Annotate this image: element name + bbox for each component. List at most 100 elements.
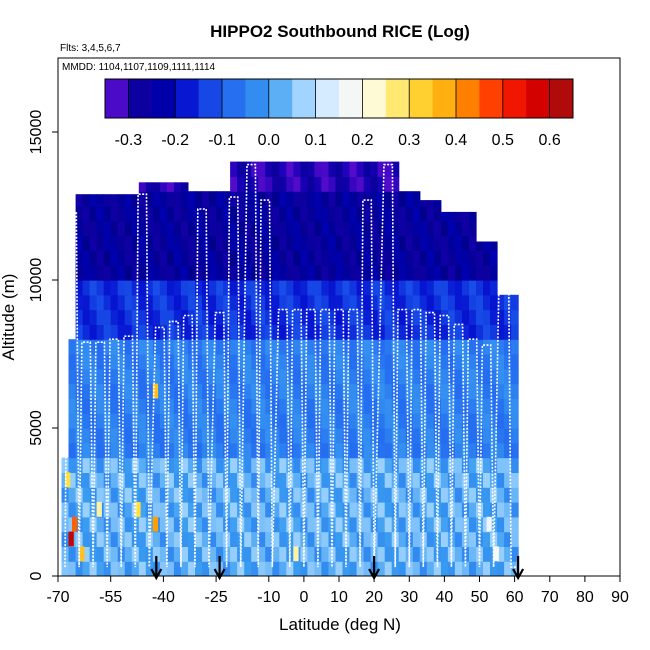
heatmap-cell <box>504 324 512 340</box>
heatmap-cell <box>82 428 91 444</box>
heatmap-cell <box>173 220 182 237</box>
heatmap-cell <box>398 250 407 266</box>
heatmap-cell <box>398 191 407 207</box>
heatmap-cell <box>335 487 344 503</box>
heatmap-cell <box>173 280 182 296</box>
heatmap-cell <box>272 191 280 207</box>
heatmap-cell <box>117 442 126 459</box>
heatmap-cell <box>110 324 119 340</box>
heatmap-cell <box>230 235 238 251</box>
heatmap-cell <box>223 561 231 576</box>
heatmap-cell <box>237 280 245 296</box>
heatmap-cell <box>216 428 224 444</box>
heatmap-cell <box>511 561 519 576</box>
heatmap-cell <box>82 265 91 281</box>
heatmap-cell <box>440 516 449 533</box>
heatmap-cell <box>195 398 203 414</box>
heatmap-cell <box>173 250 182 266</box>
heatmap-cell <box>293 265 301 281</box>
heatmap-cell <box>363 354 372 370</box>
heatmap-cell <box>96 516 105 533</box>
heatmap-cell <box>89 428 98 444</box>
heatmap-cell <box>145 368 154 385</box>
heatmap-cell <box>342 398 351 414</box>
date-marker-arrowhead <box>213 568 226 581</box>
heatmap-cell <box>145 235 154 251</box>
heatmap-cell <box>223 280 231 296</box>
heatmap-cell <box>300 176 308 192</box>
heatmap-cell <box>321 324 329 340</box>
heatmap-cell <box>398 324 407 340</box>
heatmap-cell <box>454 502 463 518</box>
heatmap-cell <box>216 250 224 266</box>
heatmap-cell <box>419 442 428 459</box>
heatmap-cell <box>433 457 442 473</box>
heatmap-cell <box>75 265 84 281</box>
heatmap-cell <box>412 235 421 251</box>
heatmap-cell <box>440 487 449 503</box>
heatmap-cell <box>237 428 245 444</box>
heatmap-cell <box>483 294 491 311</box>
heatmap-cell <box>433 265 442 281</box>
heatmap-cell <box>244 265 252 281</box>
heatmap-cell <box>188 516 196 533</box>
heatmap-cell <box>476 428 484 444</box>
heatmap-cell <box>356 413 365 429</box>
heatmap-cell <box>398 516 407 533</box>
heatmap-cell <box>419 339 428 355</box>
heatmap-cell <box>124 250 133 266</box>
colorbar-segment <box>268 79 293 118</box>
heatmap-cell <box>469 472 477 488</box>
heatmap-cell <box>384 265 393 281</box>
heatmap-cell <box>110 472 119 488</box>
heatmap-cell <box>447 398 456 414</box>
heatmap-cell <box>384 487 393 503</box>
heatmap-cell <box>377 398 386 414</box>
heatmap-cell <box>363 368 372 385</box>
heatmap-cell <box>96 383 105 399</box>
heatmap-cell <box>461 383 470 399</box>
heatmap-cell <box>103 428 112 444</box>
heatmap-cell <box>89 383 98 399</box>
heatmap-cell <box>279 546 287 562</box>
heatmap-cell <box>363 457 372 473</box>
heatmap-cell <box>476 457 484 473</box>
heatmap-cell <box>272 368 280 385</box>
heatmap-cell <box>251 502 259 518</box>
heatmap-cell <box>279 428 287 444</box>
heatmap-cell <box>258 442 266 459</box>
heatmap-cell <box>180 428 189 444</box>
heatmap-cell <box>384 516 393 533</box>
heatmap-cell <box>335 442 344 459</box>
heatmap-cell <box>398 502 407 518</box>
heatmap-cell <box>398 265 407 281</box>
heatmap-cell <box>483 413 491 429</box>
heatmap-cell <box>314 428 322 444</box>
heatmap-cell <box>110 561 119 576</box>
heatmap-cell <box>202 383 210 399</box>
heatmap-cell <box>314 368 322 385</box>
heatmap-cell <box>82 354 91 370</box>
heatmap-cell <box>152 235 161 251</box>
heatmap-cell <box>412 354 421 370</box>
heatmap-cell <box>511 383 519 399</box>
heatmap-cell <box>511 442 519 459</box>
heatmap-cell <box>117 561 126 576</box>
heatmap-cell <box>454 531 463 547</box>
heatmap-cell <box>166 309 175 325</box>
heatmap-cell <box>138 309 147 325</box>
heatmap-cell <box>173 265 182 281</box>
heatmap-cell <box>138 368 147 385</box>
heatmap-cell <box>103 235 112 251</box>
heatmap-cell <box>300 398 308 414</box>
heatmap-cell <box>293 442 301 459</box>
y-axis-label: Altitude (m) <box>0 274 18 361</box>
heatmap-cell <box>180 235 189 251</box>
heatmap-cell <box>110 487 119 503</box>
heatmap-cell <box>230 309 238 325</box>
heatmap-cell <box>166 516 175 533</box>
heatmap-cell <box>265 398 273 414</box>
heatmap-cell <box>398 546 407 562</box>
heatmap-cell <box>258 531 266 547</box>
heatmap-cell <box>216 309 224 325</box>
